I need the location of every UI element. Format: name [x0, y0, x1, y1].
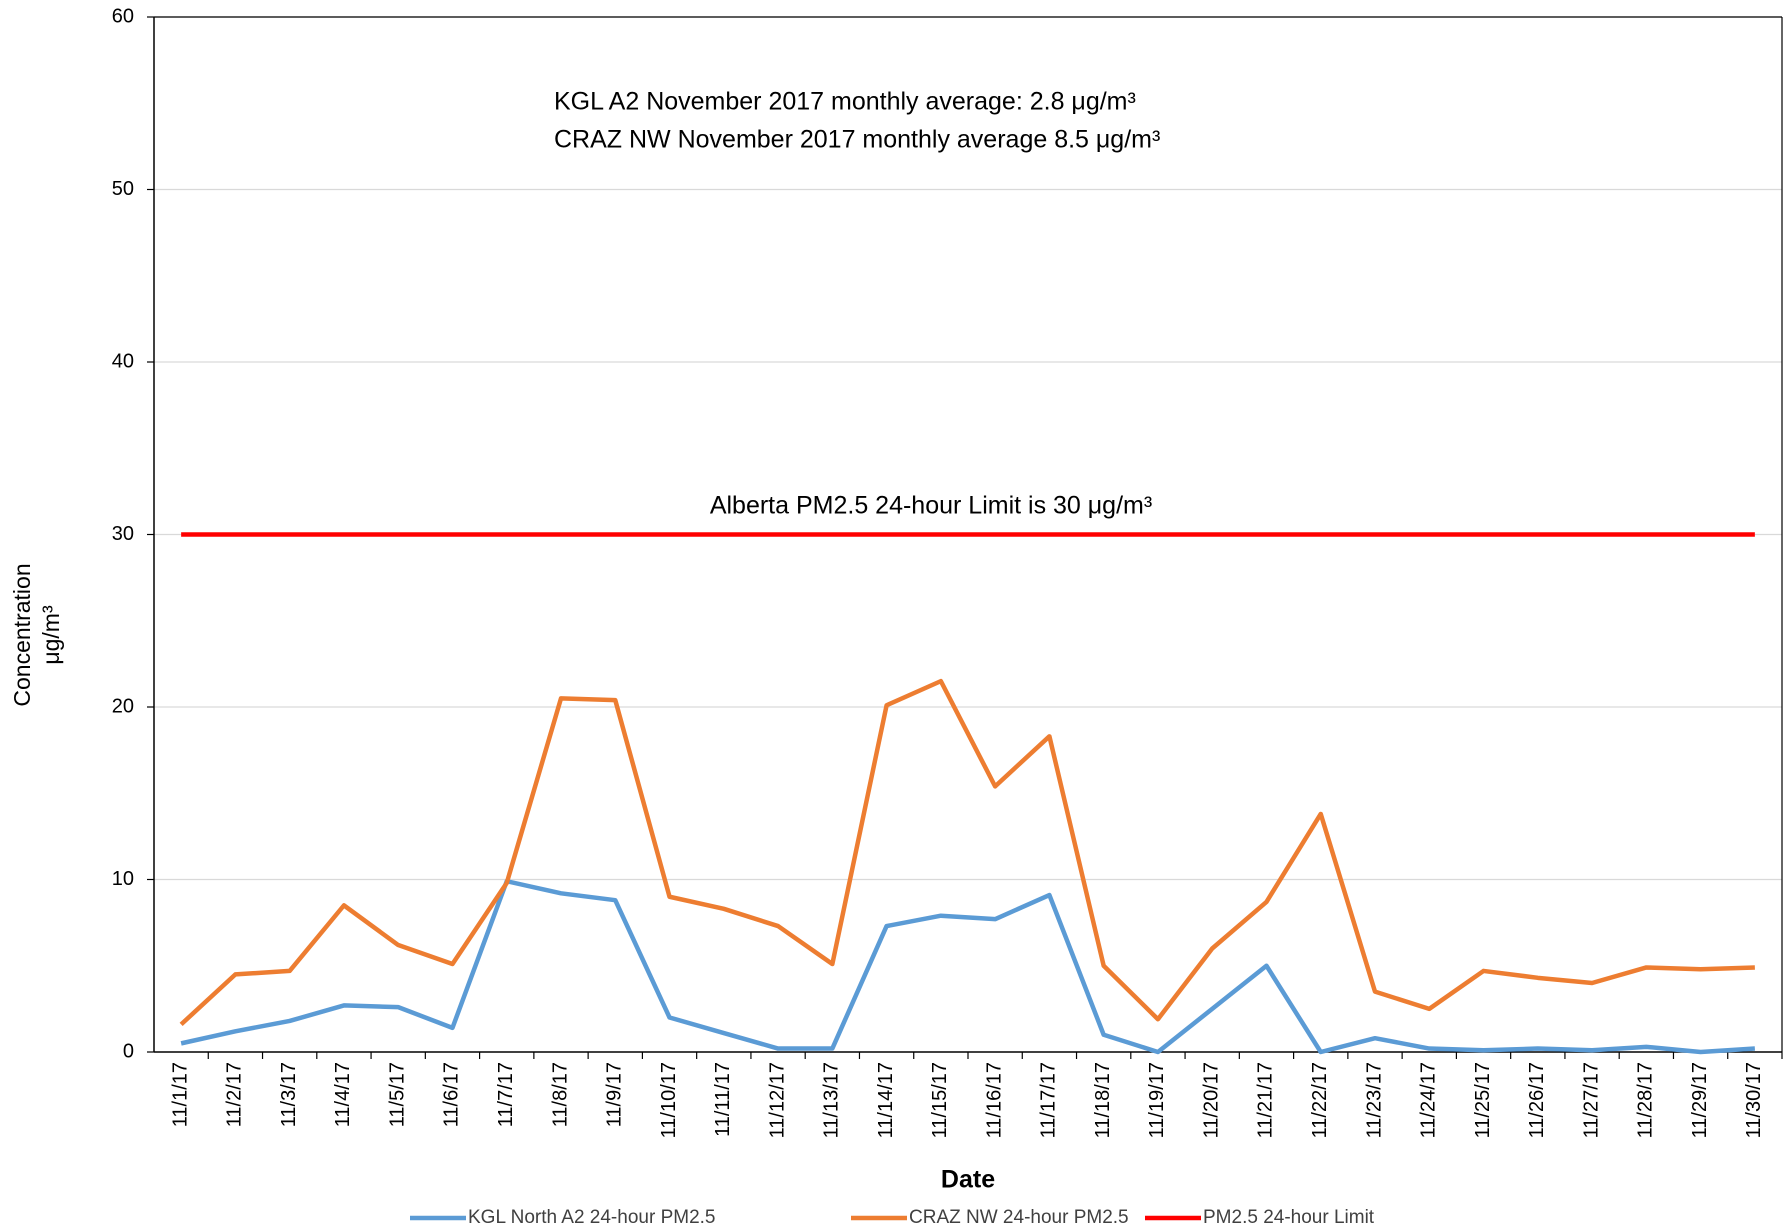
x-tick-label: 11/30/17 — [1743, 1062, 1765, 1138]
x-tick-label: 11/25/17 — [1472, 1062, 1494, 1138]
x-tick-label: 11/28/17 — [1635, 1062, 1657, 1138]
x-tick-label: 11/19/17 — [1146, 1062, 1168, 1138]
x-tick-label: 11/14/17 — [875, 1062, 897, 1138]
y-tick-label: 30 — [112, 523, 134, 545]
y-tick-label: 50 — [112, 178, 134, 200]
annotation: KGL A2 November 2017 monthly average: 2.… — [554, 88, 1136, 116]
legend-label: KGL North A2 24-hour PM2.5 — [468, 1207, 715, 1228]
x-tick-label: 11/1/17 — [169, 1062, 191, 1127]
y-tick-label: 20 — [112, 695, 134, 717]
x-tick-label: 11/15/17 — [929, 1062, 951, 1138]
x-tick-label: 11/20/17 — [1200, 1062, 1222, 1138]
y-tick-label: 10 — [112, 868, 134, 890]
legend-label: CRAZ NW 24-hour PM2.5 — [909, 1207, 1129, 1228]
x-tick-label: 11/5/17 — [386, 1062, 408, 1127]
y-tick-label: 40 — [112, 350, 134, 372]
x-axis-label: Date — [941, 1166, 995, 1194]
x-tick-label: 11/29/17 — [1689, 1062, 1711, 1138]
x-tick-label: 11/11/17 — [712, 1062, 734, 1137]
annotation: CRAZ NW November 2017 monthly average 8.… — [554, 126, 1160, 154]
x-tick-label: 11/17/17 — [1038, 1062, 1060, 1138]
series-line — [179, 678, 1755, 1027]
x-tick-label: 11/27/17 — [1580, 1062, 1602, 1138]
x-tick-label: 11/9/17 — [604, 1062, 626, 1127]
x-tick-label: 11/6/17 — [441, 1062, 463, 1127]
y-tick-label: 60 — [112, 5, 134, 27]
x-tick-label: 11/4/17 — [332, 1062, 354, 1127]
y-axis-label: Concentration — [9, 563, 35, 706]
y-axis-label: μg/m³ — [38, 605, 64, 665]
x-tick-label: 11/7/17 — [495, 1062, 517, 1127]
x-tick-label: 11/10/17 — [658, 1062, 680, 1138]
x-tick-label: 11/26/17 — [1526, 1062, 1548, 1138]
x-tick-label: 11/23/17 — [1363, 1062, 1385, 1138]
x-tick-label: 11/13/17 — [821, 1062, 843, 1138]
x-tick-label: 11/3/17 — [278, 1062, 300, 1127]
x-tick-label: 11/24/17 — [1418, 1062, 1440, 1138]
x-tick-label: 11/22/17 — [1309, 1062, 1331, 1138]
x-tick-label: 11/8/17 — [549, 1062, 571, 1127]
y-tick-label: 0 — [123, 1040, 134, 1062]
series-line — [180, 878, 1756, 1055]
x-tick-label: 11/12/17 — [766, 1062, 788, 1138]
legend-label: PM2.5 24-hour Limit — [1203, 1207, 1375, 1228]
annotation: Alberta PM2.5 24-hour Limit is 30 μg/m³ — [710, 492, 1152, 520]
x-tick-label: 11/2/17 — [224, 1062, 246, 1127]
x-tick-label: 11/18/17 — [1092, 1062, 1114, 1138]
x-tick-label: 11/16/17 — [983, 1062, 1005, 1138]
x-tick-label: 11/21/17 — [1255, 1062, 1277, 1138]
